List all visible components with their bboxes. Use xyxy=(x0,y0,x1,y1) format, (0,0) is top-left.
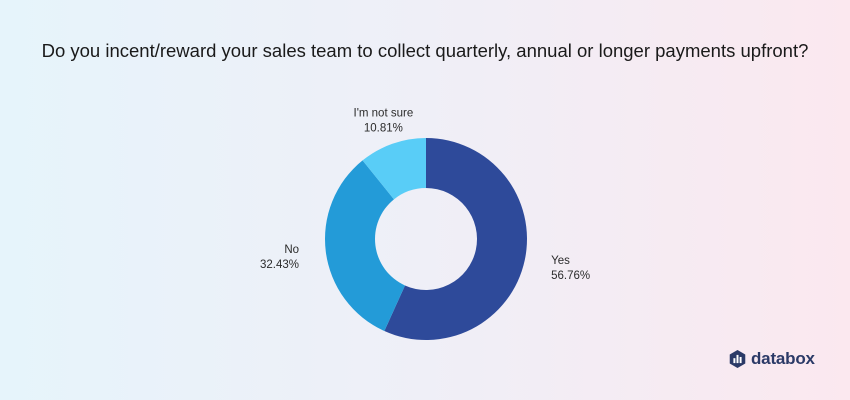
slice-label-no: No xyxy=(284,244,299,256)
donut-slices xyxy=(325,138,527,340)
databox-logo-icon xyxy=(729,350,746,368)
brand-logo: databox xyxy=(729,348,815,370)
chart-title: Do you incent/reward your sales team to … xyxy=(41,40,809,61)
slice-value-yes: 56.76% xyxy=(551,270,590,282)
slice-label-yes: Yes xyxy=(551,255,570,267)
slice-labels: Yes 56.76% No 32.43% I'm not sure 10.81% xyxy=(260,107,590,282)
slice-value-no: 32.43% xyxy=(260,259,299,271)
brand-name: databox xyxy=(751,349,815,368)
slice-yes xyxy=(384,138,527,340)
slice-label-i-m-not-sure: I'm not sure xyxy=(354,107,414,119)
slice-no xyxy=(325,160,405,332)
slice-i-m-not-sure xyxy=(362,138,426,200)
slice-value-i-m-not-sure: 10.81% xyxy=(364,122,403,134)
